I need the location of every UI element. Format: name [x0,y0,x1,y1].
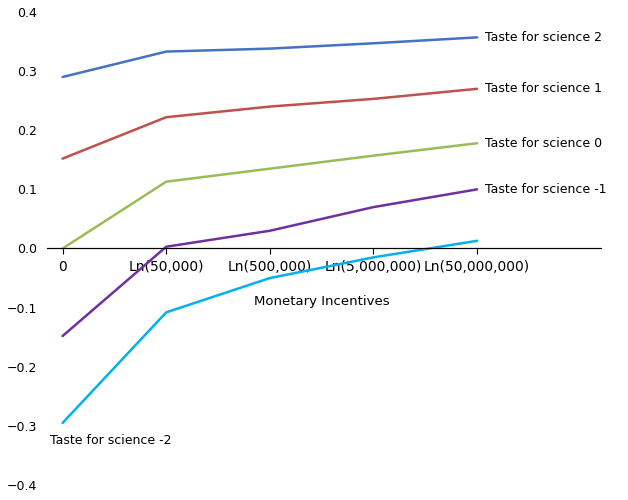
Text: Monetary Incentives: Monetary Incentives [254,295,390,308]
Text: Taste for science 2: Taste for science 2 [485,31,602,44]
Text: Taste for science 1: Taste for science 1 [485,82,602,96]
Text: Taste for science -2: Taste for science -2 [50,434,171,447]
Text: Taste for science 0: Taste for science 0 [485,136,602,149]
Text: Taste for science -1: Taste for science -1 [485,183,607,196]
